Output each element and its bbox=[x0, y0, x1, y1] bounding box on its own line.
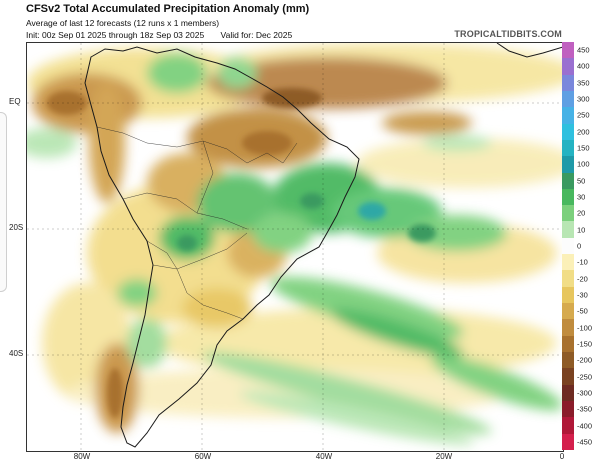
colorbar-swatch bbox=[562, 172, 574, 189]
colorbar-swatch bbox=[562, 156, 574, 173]
colorbar-swatch bbox=[562, 351, 574, 369]
colorbar-tick-label: 10 bbox=[577, 225, 586, 235]
colorbar-tick-label: 100 bbox=[577, 159, 590, 169]
colorbar-swatch bbox=[562, 42, 574, 59]
precipitation-map[interactable] bbox=[26, 42, 564, 452]
colorbar-tick-label: -30 bbox=[577, 290, 588, 300]
colorbar-tick-label: 0 bbox=[577, 241, 582, 251]
lon-label-40w: 40W bbox=[315, 452, 333, 461]
colorbar-legend bbox=[562, 42, 574, 450]
lat-label-eq: EQ bbox=[9, 97, 21, 106]
brand-watermark: TROPICALTIDBITS.COM bbox=[454, 29, 562, 39]
colorbar-swatch bbox=[562, 270, 574, 287]
lat-label-40s: 40S bbox=[9, 349, 24, 358]
colorbar-tick-label: -350 bbox=[577, 404, 593, 414]
colorbar-tick-label: -100 bbox=[577, 323, 593, 333]
colorbar-tick-label: 350 bbox=[577, 78, 590, 88]
colorbar-swatch bbox=[562, 303, 574, 320]
country-borders bbox=[96, 126, 298, 320]
colorbar-tick-label: 300 bbox=[577, 94, 590, 104]
colorbar-tick-label: 400 bbox=[577, 61, 590, 71]
colorbar-tick-label: -10 bbox=[577, 257, 588, 267]
colorbar-swatch bbox=[562, 107, 574, 124]
africa-coastline bbox=[496, 43, 563, 58]
colorbar-tick-label: 150 bbox=[577, 143, 590, 153]
colorbar-swatch bbox=[562, 335, 574, 352]
lon-label-20w: 20W bbox=[435, 452, 453, 461]
colorbar-swatch bbox=[562, 205, 574, 222]
colorbar-tick-label: 20 bbox=[577, 208, 586, 218]
colorbar-swatch bbox=[562, 221, 574, 238]
colorbar-tick-label: 450 bbox=[577, 45, 590, 55]
colorbar-swatch bbox=[562, 254, 574, 271]
colorbar-swatch bbox=[562, 139, 574, 157]
colorbar-swatch bbox=[562, 123, 574, 140]
colorbar-tick-label: -20 bbox=[577, 274, 588, 284]
init-valid-line: Init: 00z Sep 01 2025 through 18z Sep 03… bbox=[26, 30, 292, 40]
colorbar-tick-label: -250 bbox=[577, 372, 593, 382]
colorbar-swatch bbox=[562, 417, 574, 434]
colorbar-swatch bbox=[562, 90, 574, 108]
colorbar-tick-label: -150 bbox=[577, 339, 593, 349]
init-time: Init: 00z Sep 01 2025 through 18z Sep 03… bbox=[26, 30, 205, 40]
colorbar-swatch bbox=[562, 368, 574, 385]
colorbar-swatch bbox=[562, 384, 574, 401]
colorbar-tick-label: -450 bbox=[577, 437, 593, 447]
colorbar-tick-label: 30 bbox=[577, 192, 586, 202]
colorbar-tick-label: -50 bbox=[577, 306, 588, 316]
lon-label-60w: 60W bbox=[194, 452, 212, 461]
colorbar-tick-label: -400 bbox=[577, 421, 593, 431]
lon-label-80w: 80W bbox=[73, 452, 91, 461]
map-subtitle: Average of last 12 forecasts (12 runs x … bbox=[26, 18, 220, 28]
map-canvas bbox=[27, 43, 563, 451]
map-title: CFSv2 Total Accumulated Precipitation An… bbox=[26, 3, 310, 15]
colorbar-swatch bbox=[562, 74, 574, 91]
colorbar-tick-label: 50 bbox=[577, 176, 586, 186]
colorbar-tick-label: 250 bbox=[577, 110, 590, 120]
colorbar-tick-label: -200 bbox=[577, 355, 593, 365]
colorbar-swatch bbox=[562, 58, 574, 75]
anomaly-field bbox=[27, 43, 563, 445]
colorbar-tick-label: 200 bbox=[577, 127, 590, 137]
colorbar-swatch bbox=[562, 319, 574, 336]
colorbar-swatch bbox=[562, 188, 574, 206]
colorbar-tick-label: -300 bbox=[577, 388, 593, 398]
lon-label-0: 0 bbox=[559, 452, 565, 461]
colorbar-swatch bbox=[562, 286, 574, 303]
graticule bbox=[27, 43, 563, 451]
side-panel-tab[interactable] bbox=[0, 112, 7, 292]
colorbar-swatch bbox=[562, 400, 574, 418]
colorbar-swatch bbox=[562, 237, 574, 255]
lat-label-20s: 20S bbox=[9, 223, 24, 232]
colorbar-swatch bbox=[562, 433, 574, 450]
valid-time: Valid for: Dec 2025 bbox=[220, 30, 293, 40]
